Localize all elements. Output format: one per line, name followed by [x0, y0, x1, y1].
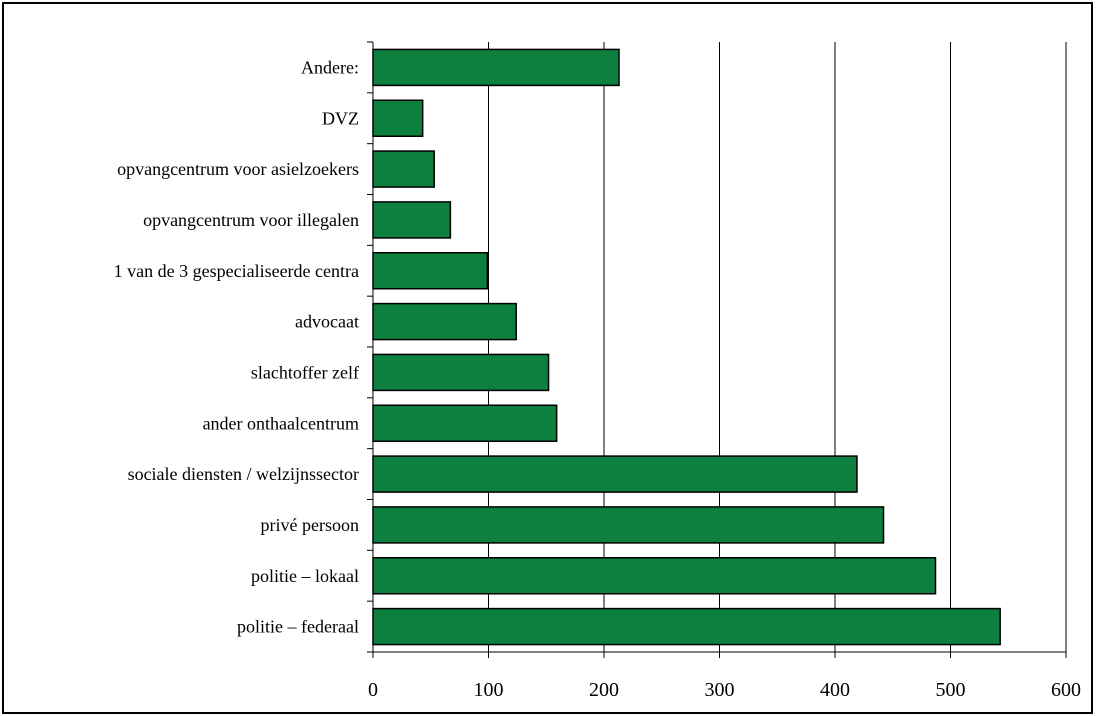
bar — [372, 404, 558, 442]
axes — [367, 41, 1067, 658]
bar — [372, 150, 435, 188]
x-tick-label: 0 — [368, 679, 378, 701]
x-tick-label: 200 — [589, 679, 619, 701]
bar — [372, 252, 489, 290]
gridlines — [488, 42, 1067, 652]
x-tick-label: 500 — [936, 679, 966, 701]
bar — [372, 557, 937, 595]
bar — [372, 99, 424, 137]
x-tick-label: 300 — [705, 679, 735, 701]
bar — [372, 607, 1001, 646]
bar — [372, 201, 452, 239]
category-label: ander onthaalcentrum — [203, 413, 359, 433]
category-label: Andere: — [301, 57, 359, 77]
category-label: politie – federaal — [237, 617, 359, 637]
x-tick-label: 600 — [1051, 679, 1081, 701]
bar — [372, 353, 550, 392]
tick-labels: 0 100 200 300 400 500 600 — [368, 679, 1081, 701]
bar — [372, 506, 885, 544]
category-label: opvangcentrum voor illegalen — [143, 210, 359, 230]
category-label: privé persoon — [261, 515, 359, 535]
category-labels: Andere: DVZ opvangcentrum voor asielzoeker… — [114, 57, 359, 636]
category-label: sociale diensten / welzijnssector — [128, 464, 359, 484]
x-tick-label: 100 — [474, 679, 504, 701]
bar — [372, 302, 517, 341]
category-label: advocaat — [295, 312, 359, 332]
category-label: 1 van de 3 gespecialiseerde centra — [114, 261, 359, 281]
category-label: opvangcentrum voor asielzoekers — [117, 159, 359, 179]
category-label: politie – lokaal — [251, 566, 359, 586]
category-label: slachtoffer zelf — [251, 362, 359, 382]
category-label: DVZ — [322, 108, 359, 128]
bar — [372, 455, 858, 493]
x-tick-label: 400 — [820, 679, 850, 701]
bar — [372, 48, 620, 87]
bars — [372, 48, 1001, 646]
